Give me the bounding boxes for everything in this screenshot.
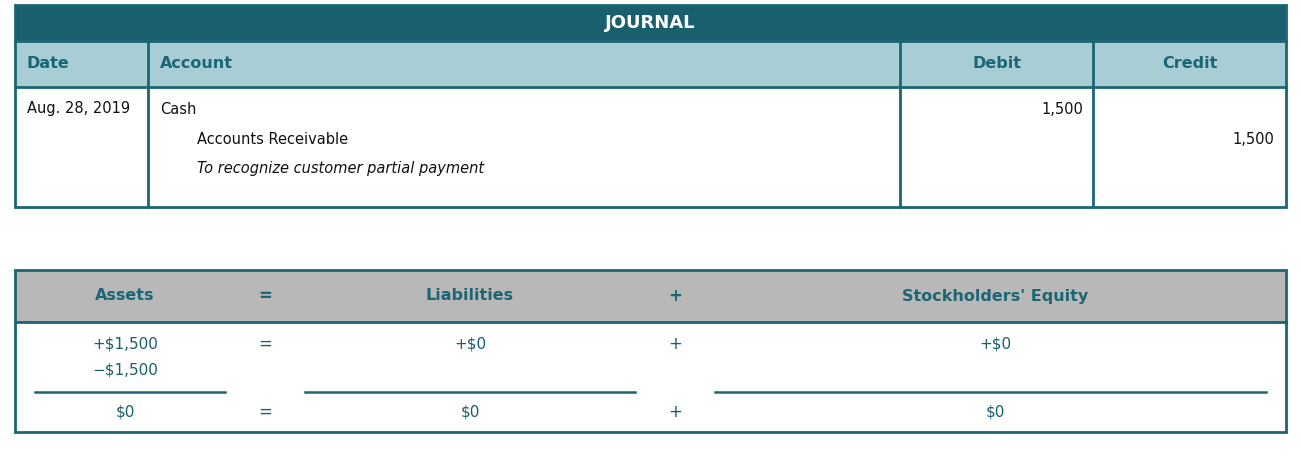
- Text: +$0: +$0: [454, 336, 487, 351]
- Bar: [16, 5, 1285, 41]
- Text: 1,500: 1,500: [1041, 102, 1082, 117]
- Bar: [16, 87, 1285, 207]
- Text: Cash: Cash: [160, 102, 196, 117]
- Text: =: =: [258, 287, 272, 305]
- Text: Stockholders' Equity: Stockholders' Equity: [903, 288, 1089, 304]
- Bar: [16, 322, 1285, 432]
- Text: Liabilities: Liabilities: [425, 288, 514, 304]
- Text: =: =: [258, 335, 272, 353]
- Text: $0: $0: [461, 404, 480, 419]
- Bar: [16, 270, 1285, 432]
- Text: Date: Date: [27, 57, 70, 72]
- Text: +$1,500: +$1,500: [92, 336, 157, 351]
- Text: $0: $0: [986, 404, 1006, 419]
- Text: $0: $0: [116, 404, 135, 419]
- Text: Accounts Receivable: Accounts Receivable: [160, 132, 349, 146]
- Text: JOURNAL: JOURNAL: [605, 14, 696, 32]
- Text: To recognize customer partial payment: To recognize customer partial payment: [160, 161, 484, 176]
- Text: Debit: Debit: [972, 57, 1021, 72]
- Text: +$0: +$0: [980, 336, 1012, 351]
- Text: Account: Account: [160, 57, 233, 72]
- Text: 1,500: 1,500: [1232, 132, 1274, 146]
- Text: +: +: [667, 335, 682, 353]
- Text: Aug. 28, 2019: Aug. 28, 2019: [27, 102, 130, 117]
- Bar: [16, 5, 1285, 207]
- Text: =: =: [258, 403, 272, 421]
- Text: +: +: [667, 403, 682, 421]
- Text: −$1,500: −$1,500: [92, 363, 157, 378]
- Bar: [16, 41, 1285, 87]
- Bar: [16, 270, 1285, 322]
- Text: +: +: [667, 287, 682, 305]
- Text: Credit: Credit: [1162, 57, 1218, 72]
- Text: Assets: Assets: [95, 288, 155, 304]
